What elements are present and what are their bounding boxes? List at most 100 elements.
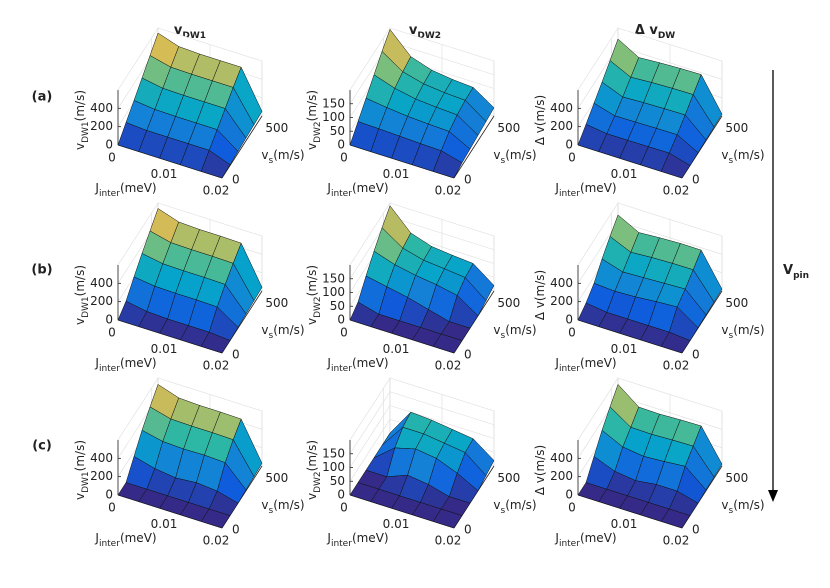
label: vDW2(m/s) [305,440,323,500]
label-part: (meV) [352,356,389,370]
z-tick-label: 100 [322,460,345,474]
label-part: v [73,143,87,150]
label-part: (m/s) [73,265,87,296]
subscript: s [729,331,734,341]
label-part: J [554,356,559,370]
x-tick-label: 0 [340,151,348,165]
label: vDW2(m/s) [305,265,323,325]
z-tick-label: 150 [322,271,345,285]
label-part: (meV) [120,356,157,370]
label: Vpin [783,263,809,281]
label-part: (m/s) [305,440,319,471]
z-tick-label: 200 [90,294,113,308]
y-tick-label: 0 [464,173,472,187]
subscript: DW1 [81,296,91,318]
label: vDW1 [174,23,206,41]
z-tick-label: 150 [322,96,345,110]
x-tick-label: 0 [340,326,348,340]
label-part: (m/s) [733,148,764,162]
subscript: DW2 [313,471,323,493]
label-part: J [94,356,99,370]
label-part: J [326,356,331,370]
x-tick-label: 0 [108,151,116,165]
label-part: v [721,323,728,337]
x-tick-label: 0.01 [151,167,178,181]
surface-cell [660,508,691,529]
label-part: v [721,498,728,512]
label: Δ v(m/s) [533,270,547,320]
label-part: v [73,493,87,500]
subscript: s [269,506,274,516]
label: vs(m/s) [261,148,304,166]
label-part: v [261,323,268,337]
label-part: (m/s) [505,148,536,162]
y-tick-label: 0 [464,523,472,537]
label-part: (m/s) [305,265,319,296]
label-part: v [73,318,87,325]
x-tick-label: 0.02 [663,184,690,198]
label-part: (m/s) [533,95,547,126]
y-tick-label: 0 [692,523,700,537]
subscript: inter [559,189,580,199]
z-tick-label: 0 [105,138,113,152]
z-tick-label: 400 [550,451,573,465]
subscript: DW2 [417,31,441,41]
surface-cell [432,508,463,529]
y-tick-label: 0 [232,348,240,362]
x-tick-label: 0.01 [383,342,410,356]
label: vDW1(m/s) [73,90,91,150]
label: vs(m/s) [721,498,764,516]
label-part: (m/s) [273,148,304,162]
label-part: (m/s) [73,90,87,121]
label: vDW2 [409,23,441,41]
label-part: (m/s) [273,498,304,512]
z-tick-label: 200 [90,469,113,483]
subscript: inter [559,539,580,549]
surface-cell [200,331,231,354]
y-tick-label: 500 [497,121,520,135]
label-part: (m/s) [733,498,764,512]
label: Δ v(m/s) [533,95,547,145]
subscript: s [729,156,734,166]
label-part: v [493,148,500,162]
label-part: v [174,23,183,38]
x-tick-label: 0.01 [383,167,410,181]
label-part: (m/s) [273,323,304,337]
label: vs(m/s) [493,323,536,341]
label-part: v [493,323,500,337]
label-part: (m/s) [305,90,319,121]
z-tick-label: 0 [565,313,573,327]
surface-cell [200,149,231,179]
x-tick-label: 0 [568,326,576,340]
z-tick-label: 0 [105,313,113,327]
subscript: pin [793,271,809,281]
row-label: (b) [31,263,52,278]
subscript: DW [658,31,675,41]
z-tick-label: 0 [337,488,345,502]
z-tick-label: 400 [90,276,113,290]
surface-cell [660,152,691,179]
y-tick-label: 500 [265,121,288,135]
y-tick-label: 500 [497,471,520,485]
label: vs(m/s) [721,148,764,166]
label-part: (meV) [352,531,389,545]
x-tick-label: 0.02 [203,184,230,198]
subscript: DW1 [81,471,91,493]
x-tick-label: 0.01 [611,167,638,181]
label-part: v [261,498,268,512]
label-part: (m/s) [533,270,547,301]
subscript: inter [99,539,120,549]
x-tick-label: 0 [568,151,576,165]
label-part: v [409,23,418,38]
x-tick-label: 0 [108,326,116,340]
subscript: s [501,156,506,166]
z-tick-label: 400 [90,451,113,465]
z-tick-label: 200 [90,119,113,133]
label-part: Δ v [533,476,547,495]
x-tick-label: 0 [108,501,116,515]
label-part: Δ v [635,23,659,38]
label-part: J [554,181,559,195]
z-tick-label: 100 [322,285,345,299]
x-tick-label: 0.02 [663,534,690,548]
label-part: J [94,531,99,545]
